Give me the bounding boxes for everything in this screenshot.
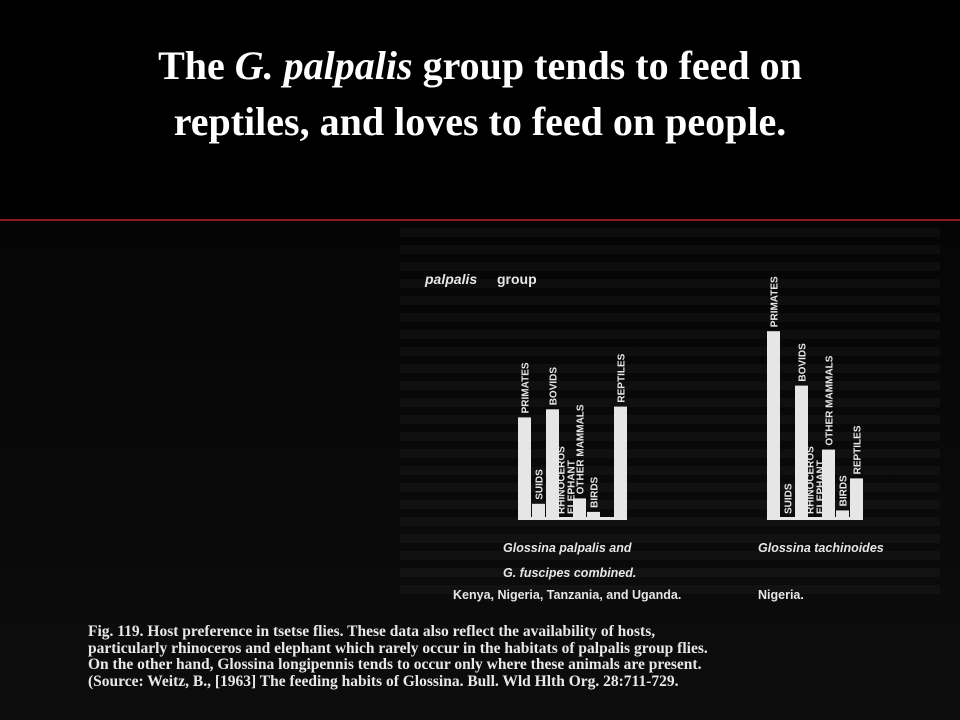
chart2-label-bovids: BOVIDS: [798, 343, 809, 382]
chart1-bar-reptiles: [614, 406, 627, 520]
caption-line-3: On the other hand, Glossina longipennis …: [88, 656, 702, 673]
chart2-label-birds: BIRDS: [839, 475, 850, 506]
chart2-label-other-mammals: OTHER MAMMALS: [825, 355, 836, 445]
chart-tachinoides: PRIMATES SUIDS BOVIDS RHINOCEROSELEPHANTOTH…: [767, 276, 864, 520]
slide-title: The G. palpalis group tends to feed on r…: [0, 38, 960, 150]
chart1-label-reptiles: REPTILES: [617, 353, 628, 402]
chart2-label-suids: SUIDS: [784, 483, 795, 514]
chart2-bar-birds: [836, 510, 849, 520]
chart2-bar-reptiles: [850, 478, 863, 520]
chart2-label-reptiles: REPTILES: [853, 425, 864, 474]
chart1-label-bovids: BOVIDS: [549, 367, 560, 406]
chart1-footnote-1: Glossina palpalis and: [503, 541, 632, 555]
chart-group-title-italic: palpalis: [424, 271, 477, 287]
chart1-bar-bovids: [546, 409, 559, 520]
chart1-label-suids: SUIDS: [535, 469, 546, 500]
title-line-2: reptiles, and loves to feed on people.: [173, 99, 787, 144]
divider-line: [0, 219, 960, 221]
chart2-label-rhinoceros-elephant: RHINOCEROSELEPHANT: [806, 446, 827, 514]
chart1-bar-suids: [532, 503, 545, 520]
chart2-bar-other-mammals: [822, 449, 835, 520]
chart1-label-other-mammals: OTHER MAMMALS: [576, 404, 587, 494]
chart1-label-primates: PRIMATES: [521, 362, 532, 413]
chart1-region: Kenya, Nigeria, Tanzania, and Uganda.: [453, 588, 681, 602]
caption-line-4: (Source: Weitz, B., [1963] The feeding h…: [88, 672, 679, 690]
chart1-baseline: [518, 517, 627, 520]
caption-line-1: Fig. 119. Host preference in tsetse flie…: [88, 623, 656, 640]
chart1-bar-other-mammals: [573, 498, 586, 520]
title-italic-species: G. palpalis: [234, 43, 413, 88]
chart1-bar-birds: [587, 511, 600, 520]
chart2-region: Nigeria.: [758, 588, 804, 602]
chart1-bar-primates: [518, 417, 531, 520]
chart2-footnote-1: Glossina tachinoides: [758, 541, 884, 555]
chart1-footnote-2: G. fuscipes combined.: [503, 566, 636, 580]
chart2-label-primates: PRIMATES: [770, 276, 781, 327]
title-line-1: The G. palpalis group tends to feed on: [158, 43, 802, 88]
chart-palpalis: PRIMATES SUIDS BOVIDS RHINOCEROSELEPHANTOTH…: [518, 353, 628, 520]
chart1-label-birds: BIRDS: [590, 476, 601, 507]
bleed-through-text: [400, 228, 940, 598]
chart2-baseline: [767, 517, 863, 520]
chart-group-title-suffix: group: [497, 271, 537, 287]
caption-line-2: particularly rhinoceros and elephant whi…: [88, 639, 708, 657]
chart1-label-rhinoceros-elephant: RHINOCEROSELEPHANT: [557, 446, 578, 514]
chart2-bar-primates: [767, 331, 780, 520]
figure-caption: Fig. 119. Host preference in tsetse flie…: [88, 623, 928, 690]
chart2-bar-bovids: [795, 385, 808, 520]
